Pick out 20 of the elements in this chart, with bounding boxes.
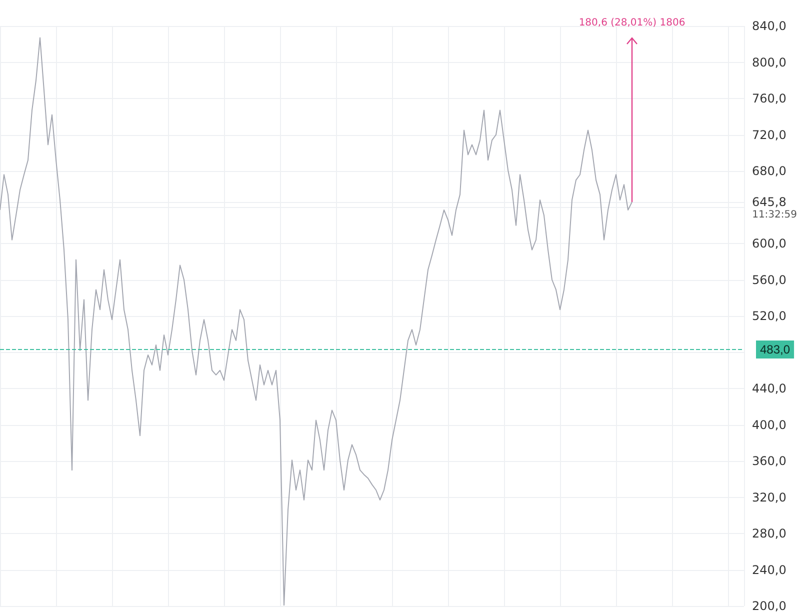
y-tick-label: 840,0 [752, 19, 786, 33]
y-tick-label: 600,0 [752, 236, 786, 250]
y-tick-label: 520,0 [752, 309, 786, 323]
y-tick-label: 400,0 [752, 418, 786, 432]
ref-line-label: 483,0 [760, 342, 790, 357]
y-tick-label: 240,0 [752, 562, 786, 577]
y-tick-label: 680,0 [752, 164, 786, 178]
y-tick-label: 280,0 [752, 526, 786, 540]
text: 11:32:59 [752, 209, 797, 220]
y-tick-label: 320,0 [752, 490, 786, 504]
y-tick-label: 360,0 [752, 454, 786, 468]
y-tick-label: 200,0 [752, 599, 786, 613]
line-series [0, 37, 632, 606]
y-tick-label: 720,0 [752, 128, 786, 142]
y-tick-label: 800,0 [752, 55, 786, 70]
annotation: 180,6 (28,01%) 1806 [578, 18, 686, 28]
y-tick-label: 440,0 [752, 382, 786, 396]
y-tick-label: 760,0 [752, 92, 786, 106]
y-tick-label: 560,0 [752, 272, 786, 287]
y-tick-label: 645,8 [752, 194, 786, 209]
